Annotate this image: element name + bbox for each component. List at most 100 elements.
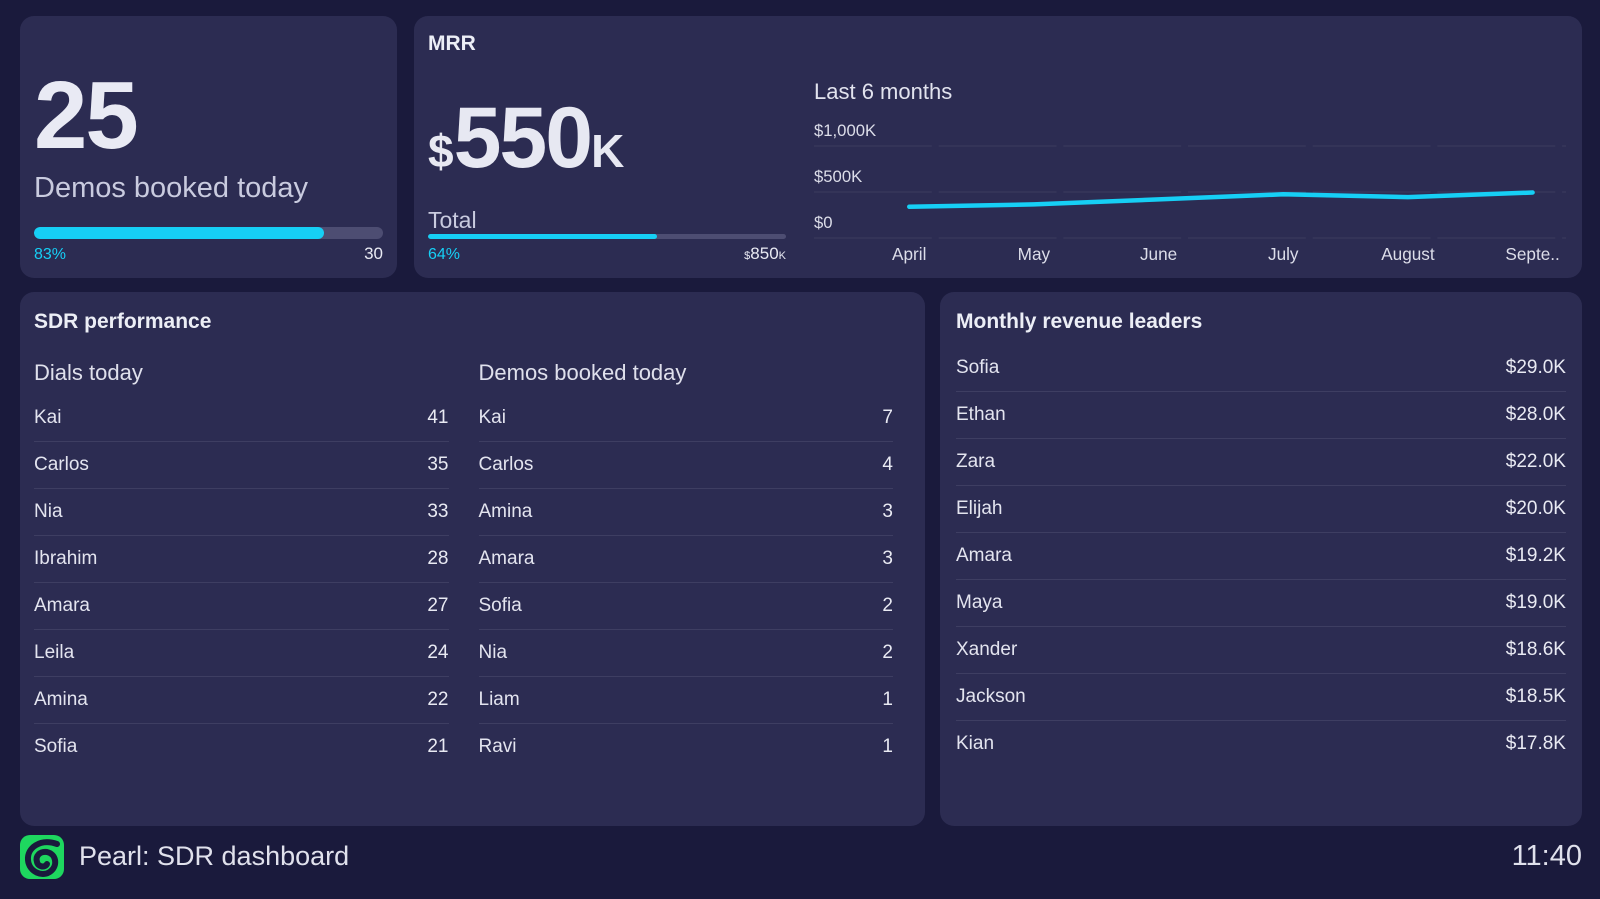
dials-today-column: Dials today Kai 41 Carlos 35 bbox=[34, 360, 449, 770]
svg-text:August: August bbox=[1381, 244, 1435, 264]
person-value: 3 bbox=[882, 548, 893, 569]
dials-today-list: Kai 41 Carlos 35 Nia 33 bbox=[34, 395, 449, 770]
demos-progress-track bbox=[34, 227, 383, 239]
list-item: Kai 7 bbox=[478, 395, 893, 442]
svg-text:$500K: $500K bbox=[814, 167, 863, 186]
revenue-leaders-list: Sofia $29.0K Ethan $28.0K Zara $22.0K bbox=[956, 345, 1566, 767]
revenue-leaders-card: Monthly revenue leaders Sofia $29.0K Eth… bbox=[940, 292, 1582, 826]
list-item: Amara 3 bbox=[478, 536, 893, 583]
sdr-performance-title: SDR performance bbox=[34, 310, 212, 333]
mrr-progress-fill bbox=[428, 234, 658, 239]
svg-text:June: June bbox=[1140, 244, 1177, 264]
mrr-progress-labels: 64% $850K bbox=[428, 244, 786, 264]
list-item: Ravi 1 bbox=[479, 724, 894, 770]
gecko-spiral-icon bbox=[20, 834, 64, 879]
person-name: Jackson bbox=[956, 686, 1026, 707]
bottom-row: SDR performance Dials today Kai 41 bbox=[20, 292, 1582, 826]
person-name: Xander bbox=[956, 639, 1018, 660]
person-name: Amara bbox=[478, 548, 535, 569]
person-value: 27 bbox=[427, 595, 449, 616]
top-row: 25 Demos booked today 83% 30 MRR $550K T… bbox=[20, 16, 1582, 278]
demos-progress-target: 30 bbox=[364, 244, 383, 263]
person-name: Kai bbox=[478, 407, 506, 428]
person-value: 21 bbox=[427, 736, 449, 757]
list-item: Ibrahim 28 bbox=[34, 536, 449, 583]
person-name: Sofia bbox=[34, 736, 78, 757]
mrr-value: $550K bbox=[428, 95, 786, 195]
person-value: 1 bbox=[882, 736, 893, 757]
demos-booked-card: 25 Demos booked today 83% 30 bbox=[20, 16, 397, 278]
person-value: 35 bbox=[427, 454, 449, 475]
person-value: 24 bbox=[427, 642, 449, 663]
list-item: Sofia 2 bbox=[478, 583, 893, 630]
revenue-leaders-title: Monthly revenue leaders bbox=[956, 310, 1203, 333]
person-name: Zara bbox=[956, 451, 996, 472]
person-name: Sofia bbox=[478, 595, 522, 616]
mrr-number: 550 bbox=[453, 90, 593, 186]
demos-progress-percent: 83% bbox=[34, 246, 67, 263]
person-value: 28 bbox=[427, 548, 449, 569]
list-item: Liam 1 bbox=[478, 677, 893, 724]
person-revenue: $29.0K bbox=[1505, 357, 1566, 378]
dashboard-title: Pearl: SDR dashboard bbox=[79, 841, 350, 871]
mrr-card: MRR $550K Total 64% $850K Last 6 months … bbox=[414, 16, 1582, 278]
demos-progress-labels: 83% 30 bbox=[34, 244, 383, 264]
svg-text:$0: $0 bbox=[814, 213, 833, 232]
list-item: Amara $19.2K bbox=[956, 533, 1566, 580]
person-revenue: $19.2K bbox=[1505, 545, 1566, 566]
list-item: Amina 22 bbox=[34, 677, 449, 724]
person-name: Ravi bbox=[478, 736, 517, 757]
mrr-kpi-section: MRR $550K Total 64% $850K bbox=[428, 32, 786, 264]
list-item: Xander $18.6K bbox=[956, 627, 1566, 674]
list-item: Nia 2 bbox=[478, 630, 893, 677]
person-revenue: $19.0K bbox=[1505, 592, 1566, 613]
person-revenue: $18.6K bbox=[1505, 639, 1566, 660]
mrr-line-chart: $0 $500K $1,000K April May June July August Sept… bbox=[814, 121, 1566, 264]
person-name: Amina bbox=[478, 501, 533, 522]
person-value: 7 bbox=[882, 407, 893, 428]
person-value: 1 bbox=[882, 689, 893, 710]
person-revenue: $18.5K bbox=[1505, 686, 1566, 707]
list-item: Zara $22.0K bbox=[956, 439, 1566, 486]
person-value: 2 bbox=[882, 642, 893, 663]
person-value: 41 bbox=[427, 407, 449, 428]
mrr-currency-symbol: $ bbox=[428, 125, 454, 177]
person-name: Amina bbox=[34, 689, 88, 710]
person-name: Nia bbox=[34, 501, 63, 522]
list-item: Leila 24 bbox=[34, 630, 449, 677]
list-item: Amina 3 bbox=[478, 489, 893, 536]
demos-booked-list: Kai 7 Carlos 4 Amina 3 bbox=[478, 395, 894, 770]
person-revenue: $28.0K bbox=[1505, 404, 1566, 425]
person-name: Maya bbox=[956, 592, 1003, 613]
mrr-sublabel: Total bbox=[428, 207, 477, 233]
person-value: 22 bbox=[427, 689, 449, 710]
person-value: 33 bbox=[427, 501, 449, 522]
person-value: 3 bbox=[882, 501, 893, 522]
sdr-performance-card: SDR performance Dials today Kai 41 bbox=[20, 292, 925, 826]
chart-title: Last 6 months bbox=[814, 79, 953, 104]
svg-text:May: May bbox=[1018, 244, 1051, 264]
svg-text:April: April bbox=[892, 244, 926, 264]
list-item: Ethan $28.0K bbox=[956, 392, 1566, 439]
mrr-unit: K bbox=[591, 125, 625, 177]
list-item: Amara 27 bbox=[34, 583, 449, 630]
demos-progress-fill bbox=[34, 227, 324, 239]
person-name: Elijah bbox=[956, 498, 1003, 519]
person-name: Liam bbox=[478, 689, 520, 710]
person-name: Kian bbox=[956, 733, 995, 754]
list-item: Nia 33 bbox=[34, 489, 449, 536]
mrr-progress-track bbox=[428, 234, 786, 239]
demos-booked-header: Demos booked today bbox=[478, 360, 687, 385]
person-value: 4 bbox=[882, 454, 893, 475]
person-name: Amara bbox=[34, 595, 90, 616]
list-item: Maya $19.0K bbox=[956, 580, 1566, 627]
list-item: Sofia $29.0K bbox=[956, 345, 1566, 392]
mrr-progress-target: $850K bbox=[744, 244, 786, 263]
person-name: Nia bbox=[478, 642, 508, 663]
person-revenue: $20.0K bbox=[1505, 498, 1566, 519]
person-value: 2 bbox=[882, 595, 893, 616]
person-name: Ethan bbox=[956, 404, 1006, 425]
person-name: Carlos bbox=[478, 454, 534, 475]
person-name: Kai bbox=[34, 407, 62, 428]
